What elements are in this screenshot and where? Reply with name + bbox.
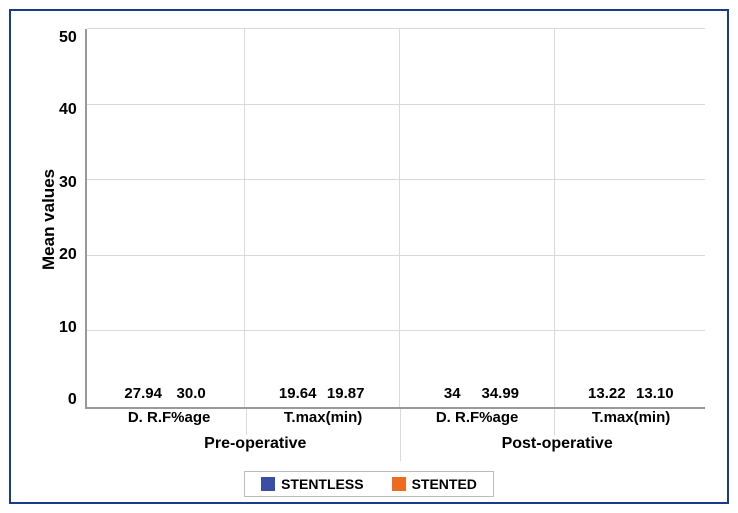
x-sub-separator (246, 409, 247, 435)
bar-value-label: 34 (444, 385, 461, 402)
bar-value-label: 27.94 (124, 385, 162, 402)
y-tick: 0 (68, 391, 77, 409)
x-group-label: Post-operative (502, 435, 613, 453)
x-separator (244, 29, 245, 407)
y-tick: 10 (59, 319, 77, 337)
gridline (87, 28, 705, 29)
x-group-labels: Pre-operative Post-operative (89, 435, 705, 461)
y-tick: 20 (59, 246, 77, 264)
bar-value-label: 13.10 (636, 385, 674, 402)
bar-value-label: 30.0 (177, 385, 206, 402)
y-axis: 50 40 30 20 10 0 (59, 29, 85, 409)
gridline (87, 255, 705, 256)
x-separator (554, 29, 555, 407)
legend-label: STENTLESS (281, 476, 363, 492)
gridline (87, 330, 705, 331)
bar-value-label: 19.64 (279, 385, 317, 402)
y-axis-label: Mean values (33, 29, 59, 409)
gridline (87, 104, 705, 105)
plot-wrap: Mean values 50 40 30 20 10 0 27.94 30.0 19.64 19… (33, 29, 705, 409)
legend-item: STENTLESS (261, 476, 363, 492)
y-tick: 50 (59, 29, 77, 47)
x-subgroup-label: T.max(min) (592, 409, 670, 426)
plot-area: 27.94 30.0 19.64 19.87 34 34.99 13.22 13.10 (85, 29, 705, 409)
x-subgroup-label: D. R.F%age (436, 409, 519, 426)
x-subgroup-label: T.max(min) (284, 409, 362, 426)
y-tick: 30 (59, 174, 77, 192)
x-axis-area: D. R.F%age T.max(min) D. R.F%age T.max(min)… (89, 409, 705, 461)
legend-swatch (261, 477, 275, 491)
bar-value-label: 34.99 (481, 385, 519, 402)
x-subgroup-labels: D. R.F%age T.max(min) D. R.F%age T.max(min) (89, 409, 705, 435)
legend-item: STENTED (392, 476, 477, 492)
legend: STENTLESS STENTED (244, 471, 494, 497)
x-sub-separator (554, 409, 555, 435)
legend-swatch (392, 477, 406, 491)
x-group-separator (400, 409, 401, 461)
bar-value-label: 19.87 (327, 385, 365, 402)
y-tick: 40 (59, 101, 77, 119)
x-separator (399, 29, 400, 407)
bar-value-label: 13.22 (588, 385, 626, 402)
chart-frame: Mean values 50 40 30 20 10 0 27.94 30.0 19.64 19… (9, 9, 729, 504)
legend-label: STENTED (412, 476, 477, 492)
x-group-label: Pre-operative (204, 435, 306, 453)
x-subgroup-label: D. R.F%age (128, 409, 211, 426)
gridline (87, 179, 705, 180)
